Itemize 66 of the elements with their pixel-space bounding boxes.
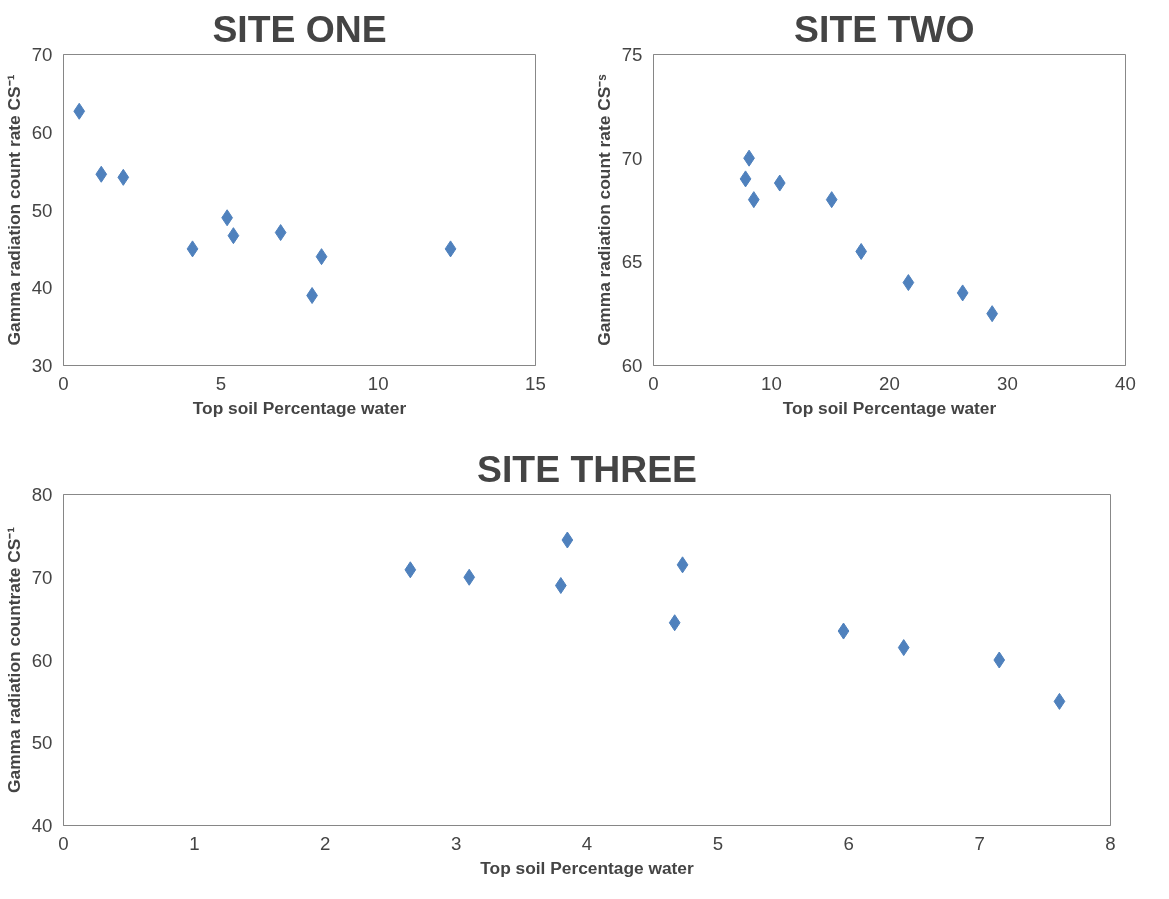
y-tick-label: 75 (621, 44, 643, 65)
x-tick-label: 0 (58, 372, 69, 394)
x-tick-label: 0 (58, 832, 69, 854)
point (274, 224, 287, 242)
y-tick-label: 40 (31, 815, 53, 836)
x-tick-label: 40 (1115, 372, 1136, 394)
x-tick-label: 4 (581, 832, 593, 854)
x-tick-label: 0 (648, 372, 659, 394)
x-tick-label: 30 (997, 372, 1018, 394)
y-tick-label: 70 (31, 44, 53, 65)
point (902, 274, 915, 292)
point (825, 191, 838, 209)
point (855, 242, 868, 260)
point (773, 174, 786, 192)
point (747, 191, 760, 209)
point (227, 227, 240, 245)
x-tick-label: 7 (974, 832, 985, 854)
point (739, 170, 752, 188)
chart-title: SITE ONE (212, 7, 387, 50)
point (95, 165, 108, 183)
y-tick-label: 70 (31, 566, 53, 588)
x-axis-title: Top soil Percentage water (192, 397, 407, 418)
point (561, 531, 574, 549)
x-axis-title: Top soil Percentage water (782, 397, 997, 418)
x-tick-label: 10 (761, 372, 782, 394)
x-tick-label: 10 (367, 372, 389, 394)
point (668, 614, 681, 632)
point (315, 248, 328, 266)
point (993, 651, 1006, 669)
point (73, 102, 86, 120)
x-tick-label: 2 (320, 832, 331, 854)
x-tick-label: 8 (1105, 832, 1116, 854)
chart-title: SITE THREE (477, 447, 697, 490)
y-tick-label: 60 (31, 121, 53, 143)
x-tick-label: 6 (843, 832, 854, 854)
y-tick-label: 70 (621, 147, 643, 169)
y-tick-label: 30 (31, 355, 53, 376)
point (554, 577, 567, 595)
point (897, 639, 910, 657)
y-axis-title: Gamma radiation count rate CS⁻¹ (3, 74, 24, 346)
point (404, 561, 417, 579)
point (1053, 692, 1066, 710)
x-tick-label: 15 (525, 372, 546, 394)
y-tick-label: 80 (31, 484, 53, 505)
point (837, 622, 850, 640)
y-tick-label: 50 (31, 732, 53, 754)
y-tick-label: 50 (31, 199, 53, 221)
y-tick-label: 60 (31, 649, 53, 671)
y-axis-title: Gamma radiation count rate CS⁻ˢ (593, 73, 614, 346)
chart-title: SITE TWO (794, 7, 975, 50)
y-tick-label: 60 (621, 355, 643, 376)
x-tick-label: 5 (712, 832, 724, 854)
point (956, 284, 969, 302)
y-tick-label: 40 (31, 277, 53, 299)
x-axis-title: Top soil Percentage water (480, 857, 694, 878)
x-tick-label: 3 (450, 832, 462, 854)
y-axis-title: Gamma radiation countrate CS⁻¹ (3, 526, 24, 793)
point (117, 168, 130, 186)
point (676, 556, 689, 574)
point (186, 240, 199, 258)
point (463, 568, 476, 586)
x-tick-label: 1 (189, 832, 200, 854)
x-tick-label: 20 (879, 372, 900, 394)
x-tick-label: 5 (215, 372, 227, 394)
y-tick-label: 65 (621, 251, 643, 273)
point (444, 240, 457, 258)
